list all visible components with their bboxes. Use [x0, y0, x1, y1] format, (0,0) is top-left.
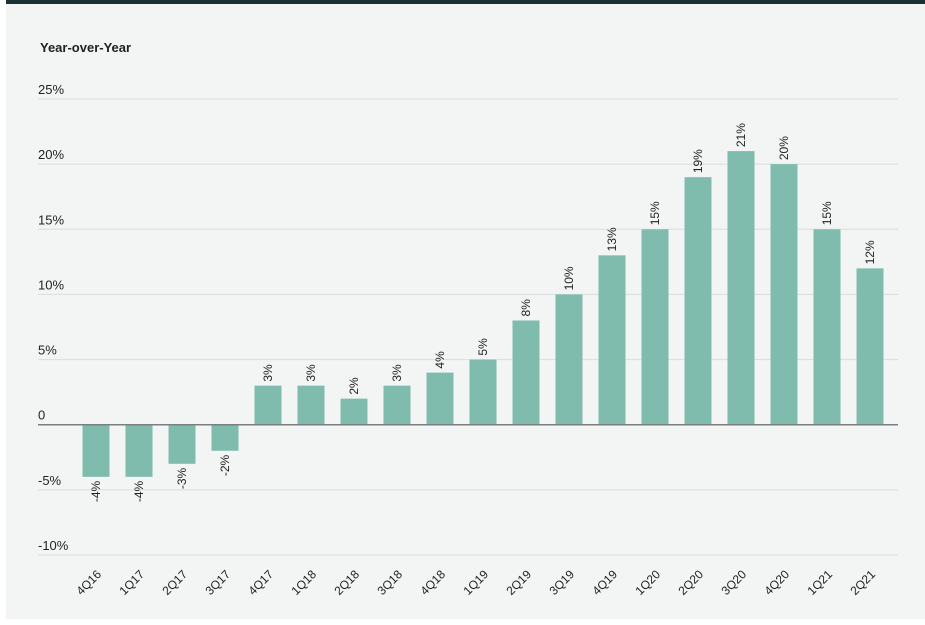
data-label: 15%: [820, 201, 834, 225]
y-tick-labels: 25% 20% 15% 10% 5% 0 -5% -10%: [38, 82, 69, 553]
category-label: 4Q20: [761, 567, 792, 598]
data-label: 12%: [863, 240, 877, 264]
bar: [727, 151, 755, 425]
category-label: 1Q19: [460, 567, 491, 598]
data-label: 2%: [347, 377, 361, 395]
category-label: 1Q18: [288, 567, 319, 598]
data-label: 21%: [734, 123, 748, 147]
data-label: -2%: [218, 454, 232, 476]
data-label: -4%: [89, 481, 103, 503]
category-label: 1Q17: [116, 567, 147, 598]
data-label: -3%: [175, 467, 189, 489]
bar: [297, 385, 325, 425]
bar: [598, 255, 626, 425]
bar: [211, 424, 239, 451]
y-tick-label: 20%: [38, 147, 64, 162]
category-label: 4Q16: [73, 567, 104, 598]
gridlines: [38, 98, 898, 556]
y-tick-label: 0: [38, 408, 45, 423]
data-label: 10%: [562, 266, 576, 290]
panel-bottom-edge: [6, 619, 925, 625]
bar: [125, 424, 153, 477]
bar: [426, 372, 454, 425]
category-label: 1Q20: [632, 567, 663, 598]
data-label: 4%: [433, 351, 447, 369]
bar: [641, 229, 669, 425]
data-label: 3%: [261, 364, 275, 382]
y-tick-label: 10%: [38, 277, 64, 292]
bar: [340, 398, 368, 425]
data-label: 3%: [304, 364, 318, 382]
bar: [512, 320, 540, 425]
bar: [555, 294, 583, 425]
data-label: -4%: [132, 481, 146, 503]
data-label: 13%: [605, 227, 619, 251]
category-label: 4Q19: [589, 567, 620, 598]
bar: [813, 229, 841, 425]
data-label: 15%: [648, 201, 662, 225]
y-axis-title: Year-over-Year: [40, 40, 131, 55]
data-label: 3%: [390, 364, 404, 382]
bar: [684, 177, 712, 425]
bar: [469, 359, 497, 425]
category-label: 3Q17: [202, 567, 233, 598]
y-tick-label: -10%: [38, 538, 69, 553]
category-label: 2Q19: [503, 567, 534, 598]
category-label: 2Q21: [847, 567, 878, 598]
category-label: 1Q21: [804, 567, 835, 598]
data-label: 20%: [777, 136, 791, 160]
category-label: 3Q18: [374, 567, 405, 598]
data-labels: -4% -4% -3% -2% 3% 3% 2% 3% 4% 5% 8% 10% 13% 15% 19% 21…: [89, 123, 877, 502]
category-label: 2Q18: [331, 567, 362, 598]
category-label: 4Q18: [417, 567, 448, 598]
category-labels: 4Q16 1Q17 2Q17 3Q17 4Q17 1Q18 2Q18 3Q18 4Q18 1Q19…: [73, 567, 878, 598]
bar: [856, 268, 884, 425]
category-label: 2Q17: [159, 567, 190, 598]
data-label: 8%: [519, 299, 533, 317]
data-label: 19%: [691, 149, 705, 173]
bar: [168, 424, 196, 464]
y-tick-label: 25%: [38, 82, 64, 97]
bar: [82, 424, 110, 477]
bars: [82, 151, 884, 477]
bar: [254, 385, 282, 425]
bar: [770, 164, 798, 425]
category-label: 2Q20: [675, 567, 706, 598]
bar: [383, 385, 411, 425]
category-label: 3Q19: [546, 567, 577, 598]
y-tick-label: 5%: [38, 343, 57, 358]
category-label: 4Q17: [245, 567, 276, 598]
category-label: 3Q20: [718, 567, 749, 598]
y-tick-label: 15%: [38, 212, 64, 227]
y-tick-label: -5%: [38, 473, 62, 488]
data-label: 5%: [476, 338, 490, 356]
